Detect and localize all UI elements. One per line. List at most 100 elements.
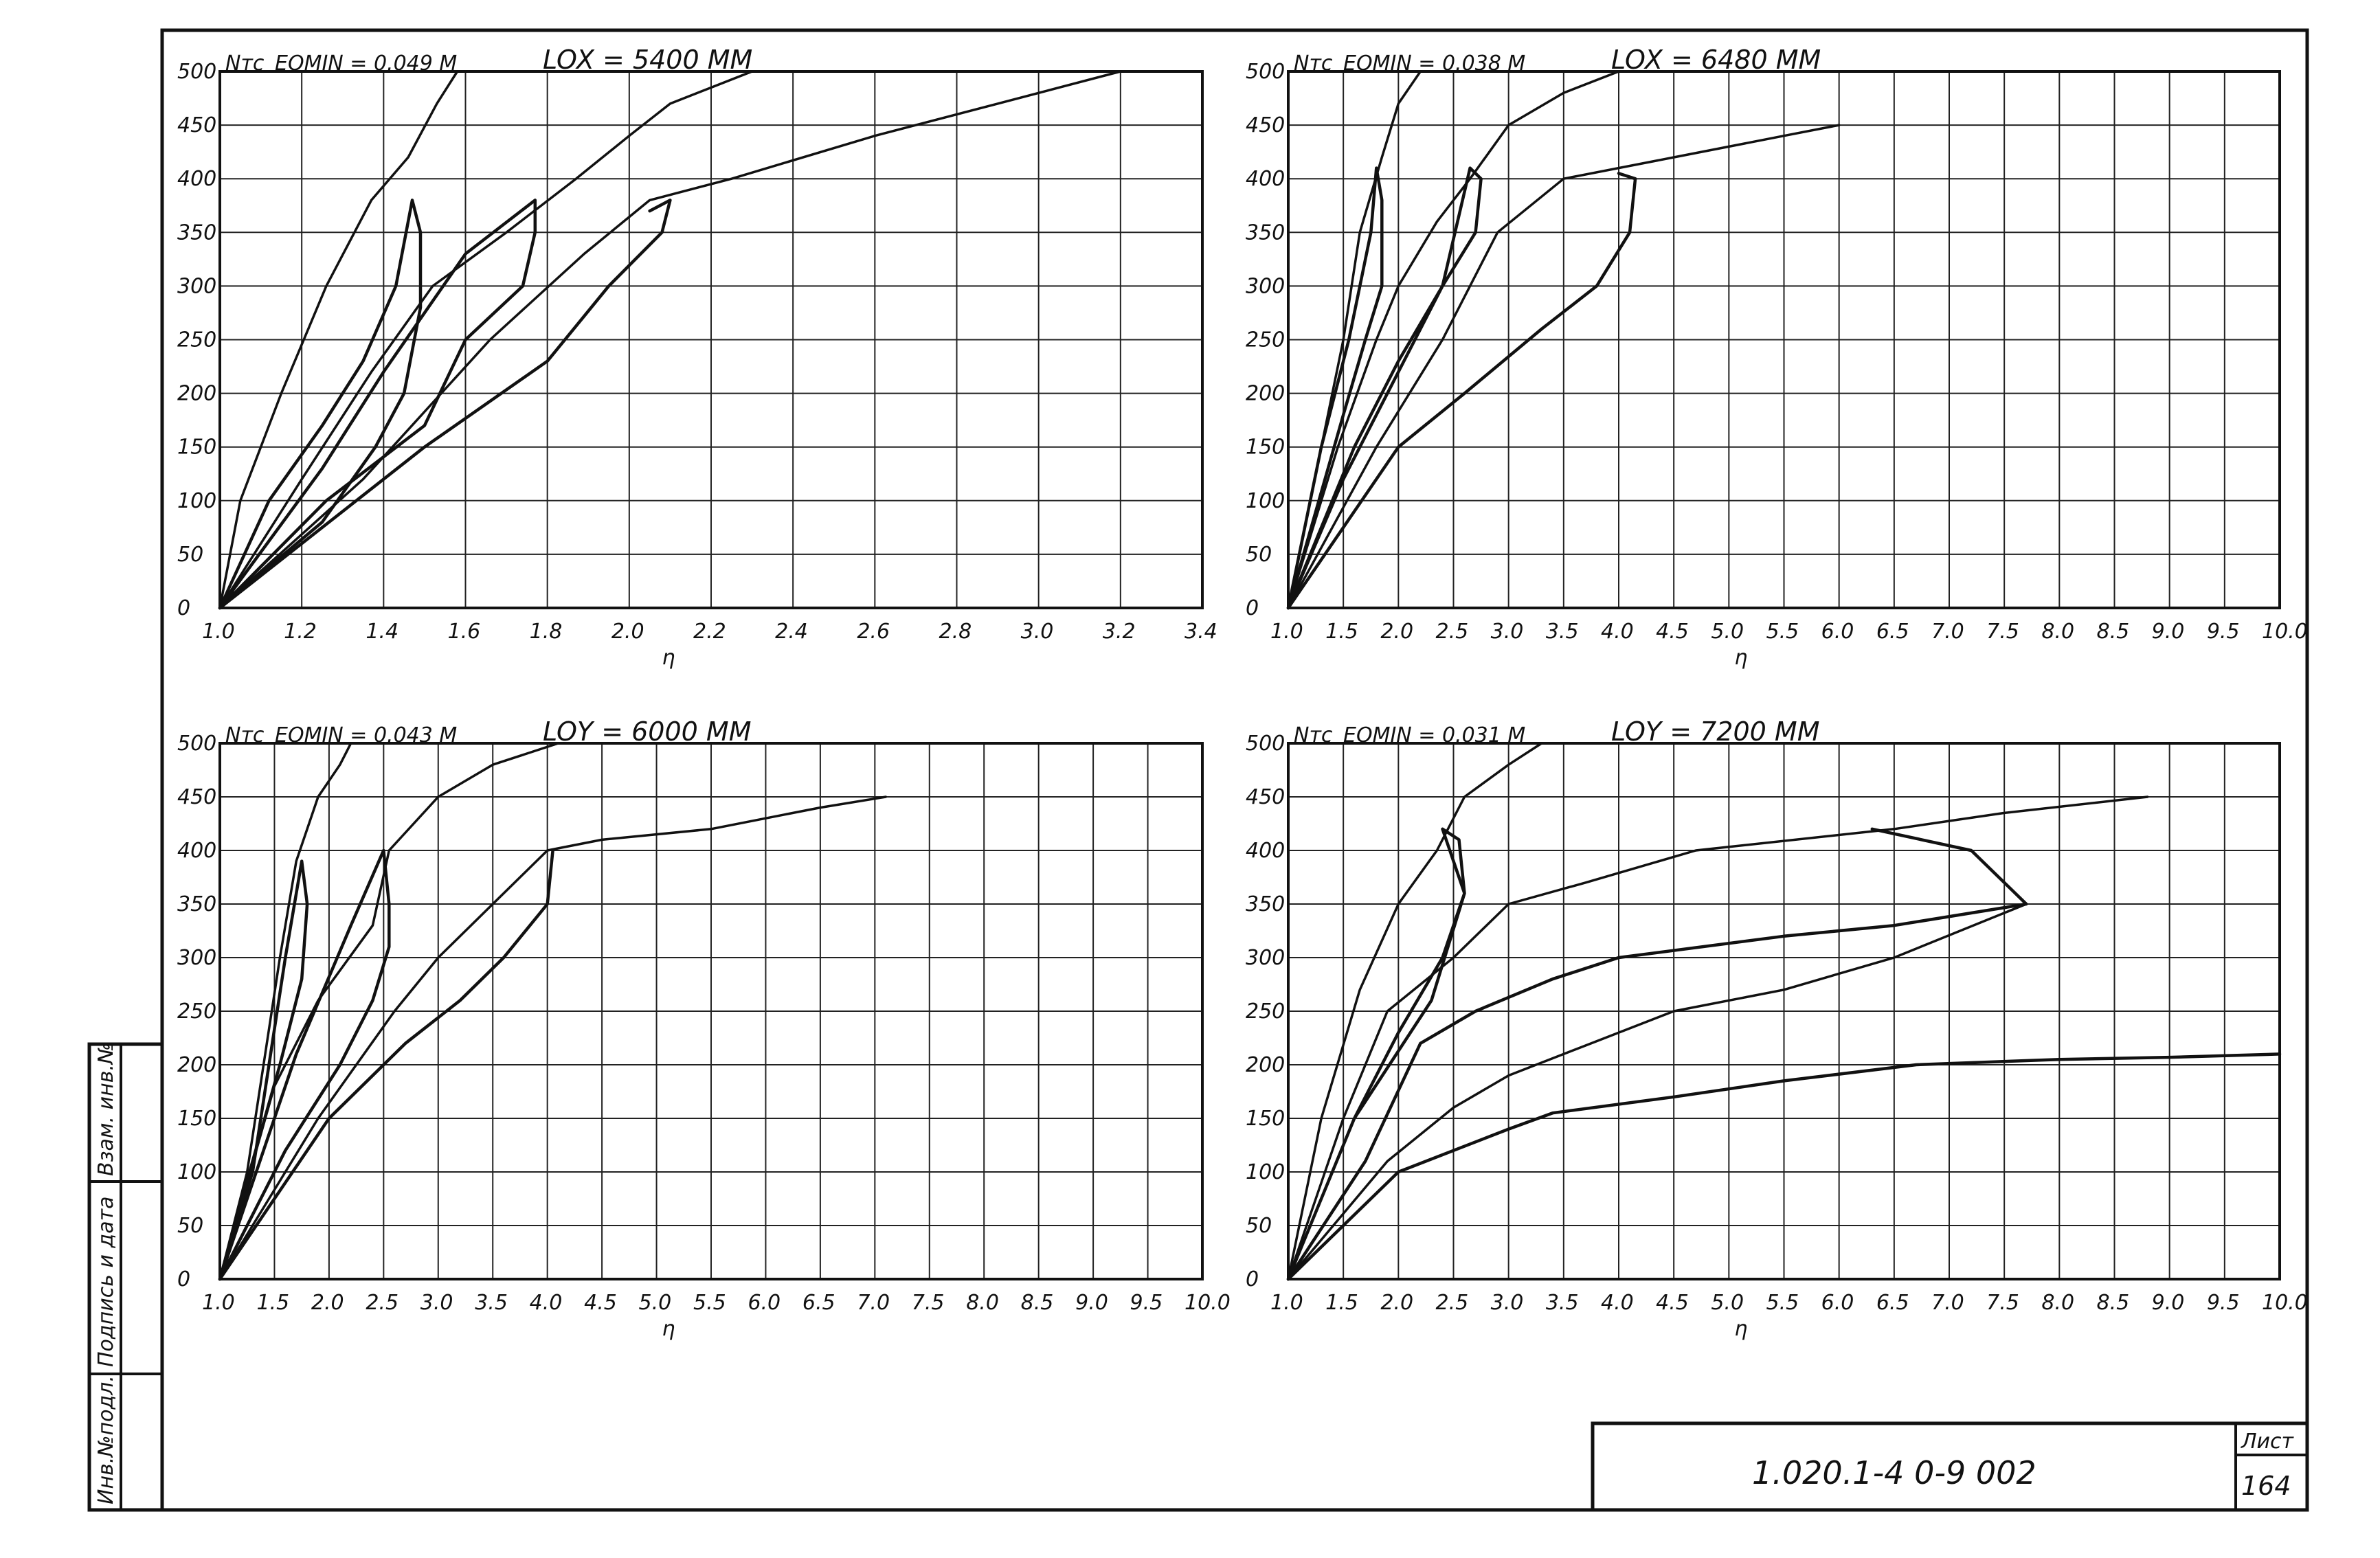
x-tick-label: 6.0	[1821, 620, 1854, 644]
x-tick-label: 5.5	[1766, 1291, 1799, 1315]
stamp-vzam: Взам. инв.№	[94, 1043, 118, 1176]
y-tick-label: 450	[1246, 113, 1285, 137]
x-tick-label: 8.5	[1021, 1291, 1054, 1315]
x-tick-label: 3.2	[1103, 620, 1136, 644]
x-tick-label: 3.0	[1491, 620, 1524, 644]
x-tick-label: 3.0	[1491, 1291, 1524, 1315]
x-tick-label: 1.0	[1270, 1291, 1303, 1315]
plot-area	[1287, 742, 2281, 1280]
y-tick-label: 350	[1246, 221, 1285, 245]
x-tick-label: 9.0	[2152, 620, 2185, 644]
x-tick-label: 3.4	[1185, 620, 1217, 644]
y-tick-label: 150	[1246, 1107, 1285, 1131]
x-tick-label: 6.5	[1876, 1291, 1909, 1315]
x-tick-label: 10.0	[1185, 1291, 1231, 1315]
x-tick-label: 2.6	[857, 620, 890, 644]
x-tick-label: 7.5	[1986, 620, 2019, 644]
eomin-note: EOMIN = 0.038 M	[1343, 52, 1525, 76]
x-axis-label: η	[662, 646, 675, 670]
y-tick-label: 350	[1246, 892, 1285, 916]
x-tick-label: 7.5	[1986, 1291, 2019, 1315]
x-tick-label: 8.5	[2097, 1291, 2130, 1315]
series-line-3	[1287, 70, 1620, 609]
series-line-1	[218, 70, 459, 609]
x-tick-label: 2.5	[1436, 1291, 1469, 1315]
series-line-6	[218, 199, 672, 610]
y-tick-label: 400	[1246, 839, 1285, 863]
x-tick-label: 6.5	[802, 1291, 835, 1315]
y-tick-label: 150	[1246, 436, 1285, 460]
chart-panel-lox-6480: 1.0 1.5 2.0 2.5 3.0 3.5 4.0 4.5 5.0 5.5 6.0 6.5 7.0 7…	[1246, 45, 2308, 670]
y-tick-label: 100	[1246, 1160, 1285, 1184]
chart-panel-loy-7200: 1.0 1.5 2.0 2.5 3.0 3.5 4.0 4.5 5.0 5.5 6.0 6.5 7.0 7…	[1246, 716, 2308, 1341]
series-line-4	[218, 199, 537, 610]
series-line-3	[218, 70, 754, 609]
x-tick-label: 3.5	[475, 1291, 508, 1315]
x-tick-label: 7.5	[912, 1291, 945, 1315]
x-tick-label: 1.4	[366, 620, 398, 644]
x-tick-label: 10.0	[2262, 1291, 2308, 1315]
sheet-frame	[160, 28, 2309, 1512]
series-line-1	[218, 742, 352, 1280]
x-tick-label: 2.4	[775, 620, 808, 644]
x-tick-label: 4.5	[1656, 620, 1689, 644]
series-line-1	[1287, 742, 1543, 1280]
y-tick-label: 100	[177, 489, 216, 513]
x-tick-label: 3.5	[1546, 620, 1579, 644]
side-stamp: Инв.№подл. Подпись и дата Взам. инв.№	[87, 1042, 164, 1512]
y-tick-label: 400	[177, 167, 216, 191]
x-tick-label: 5.5	[693, 1291, 726, 1315]
x-tick-label: 8.0	[2041, 1291, 2074, 1315]
x-tick-label: 1.5	[1325, 1291, 1358, 1315]
series-line-2	[1286, 166, 1384, 610]
plot-area	[218, 70, 1204, 609]
series-line-4	[218, 848, 391, 1281]
x-tick-label: 2.5	[1436, 620, 1469, 644]
x-tick-label: 5.0	[639, 1291, 672, 1315]
x-tick-label: 2.8	[939, 620, 972, 644]
y-tick-label: 200	[177, 382, 216, 406]
x-tick-label: 9.5	[2207, 1291, 2240, 1315]
stamp-inv-podl: Инв.№подл.	[94, 1375, 118, 1504]
x-tick-label: 6.0	[748, 1291, 781, 1315]
eomin-note: EOMIN = 0.043 M	[275, 723, 457, 747]
eomin-note: EOMIN = 0.031 M	[1343, 723, 1525, 747]
y-tick-label: 200	[177, 1053, 216, 1077]
x-tick-label: 9.0	[2152, 1291, 2185, 1315]
y-tick-label: 300	[177, 274, 216, 298]
x-tick-label: 1.5	[256, 1291, 289, 1315]
y-tick-label: 400	[1246, 167, 1285, 191]
x-tick-label: 1.0	[202, 1291, 235, 1315]
plot-area	[218, 742, 1204, 1280]
x-tick-label: 6.0	[1821, 1291, 1854, 1315]
x-tick-label: 2.0	[611, 620, 644, 644]
x-axis-label: η	[1734, 1317, 1747, 1341]
x-tick-label: 8.0	[966, 1291, 999, 1315]
x-tick-label: 1.0	[202, 620, 235, 644]
y-tick-label: 500	[1246, 60, 1285, 84]
x-tick-label: 3.0	[1021, 620, 1054, 644]
x-tick-label: 2.0	[1380, 620, 1413, 644]
corner-label: Nтс	[1294, 723, 1333, 747]
y-tick-label: 150	[177, 1107, 216, 1131]
series-line-6	[1286, 1052, 2282, 1281]
x-tick-label: 2.5	[366, 1291, 398, 1315]
corner-label: Nтс	[225, 52, 265, 76]
eomin-note: EOMIN = 0.049 M	[275, 52, 457, 76]
sheet-label: Лист	[2241, 1430, 2295, 1454]
x-tick-label: 5.5	[1766, 620, 1799, 644]
y-tick-label: 0	[177, 1267, 190, 1291]
x-tick-label: 9.5	[1130, 1291, 1163, 1315]
series-line-2	[218, 199, 423, 610]
x-tick-label: 2.0	[1380, 1291, 1413, 1315]
x-tick-label: 2.0	[311, 1291, 344, 1315]
series-line-5	[1287, 124, 1841, 609]
y-tick-label: 100	[1246, 489, 1285, 513]
y-tick-label: 400	[177, 839, 216, 863]
y-tick-label: 200	[1246, 382, 1285, 406]
series-line-4	[1286, 166, 1483, 610]
series-line-3	[1287, 795, 2149, 1280]
x-tick-label: 7.0	[1931, 620, 1964, 644]
x-tick-label: 1.2	[284, 620, 317, 644]
